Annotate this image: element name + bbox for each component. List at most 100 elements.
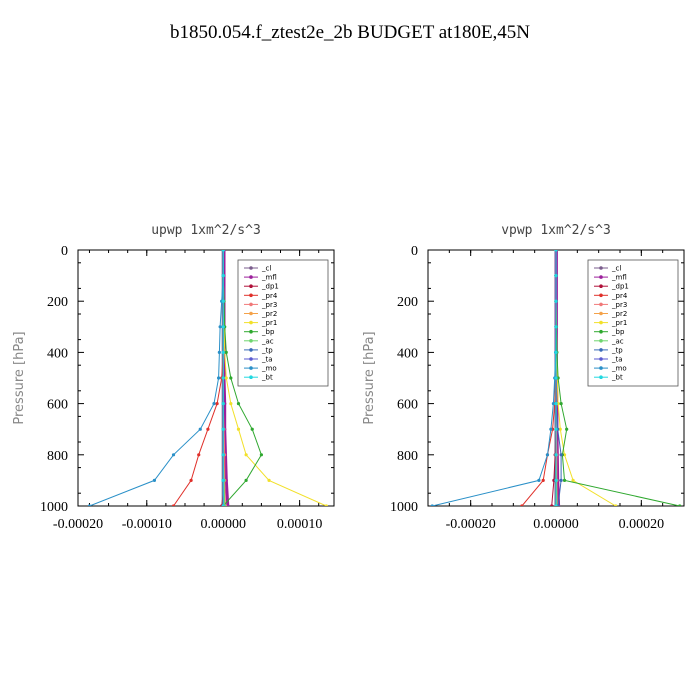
series-point-bp [236,402,241,406]
legend-entry: _pr1 [261,319,277,327]
legend-entry: _mfl [611,274,627,282]
y-tick-label: 1000 [40,500,68,515]
legend-entry: _ta [611,356,623,364]
chart-panel-upwp: upwp 1xm^2/s^3 Pressure [hPa] 0 200 400 600 80… [12,223,335,532]
legend-entry: _tp [261,346,273,354]
legend-entry: _pr4 [261,292,278,300]
x-tick-label: 0.00020 [619,517,665,532]
series-point-bp [559,402,563,406]
legend-entry: _dp1 [611,283,629,291]
legend-entry: _pr3 [261,301,277,309]
series-point-bt [554,274,558,278]
series-point-pr1 [224,376,228,380]
series-point-bt [221,350,225,354]
y-axis-label: Pressure [hPa] [362,331,377,424]
series-point-bt [554,504,558,506]
panel-title: upwp 1xm^2/s^3 [151,223,261,238]
y-tick-label: 800 [47,449,68,464]
legend-marker [249,348,253,352]
x-tick-label: 0.00000 [200,517,246,532]
series-point-pr1 [236,427,241,431]
legend-marker [599,348,603,352]
series-point-bt [221,427,225,431]
legend-entry: _tp [611,346,623,354]
legend-marker [599,302,603,307]
series-point-bp [565,427,569,431]
y-tick-label: 1000 [390,500,418,515]
legend-entry: _pr2 [611,310,627,318]
series-point-bp [244,478,248,482]
series-point-mo [551,402,556,406]
legend-entry: _mfl [261,274,277,282]
legend-marker [249,284,253,289]
legend-marker [249,329,253,334]
series-point-pr4 [189,478,193,482]
series-line-mo [89,250,224,506]
series-point-mo [218,325,222,329]
legend-marker [249,311,253,316]
y-tick-label: 200 [47,295,68,310]
series-point-bt [221,478,225,482]
legend-entry: _bp [611,328,625,336]
legend-marker [249,275,253,279]
series-point-mo [171,453,176,457]
legend-entry: _mo [261,365,277,373]
x-tick-label: -0.00010 [122,517,172,532]
plot-frame [77,249,335,507]
series-point-pr1 [244,453,248,457]
y-axis-label: Pressure [hPa] [12,331,27,424]
series-point-pr1 [614,504,618,506]
series-point-dp1 [550,504,554,506]
series-point-pr4 [215,402,219,406]
y-tick-label: 800 [397,449,418,464]
series-point-pr4 [206,427,210,431]
series-point-bt [554,402,558,406]
series-point-bt [554,427,558,431]
series-point-mo [217,350,221,354]
series-point-mo [545,453,550,457]
page-title: b1850.054.f_ztest2e_2b BUDGET at180E,45N [169,22,531,43]
legend-marker [599,275,603,279]
series-point-pr1 [229,402,233,406]
legend-entry: _ac [611,337,624,345]
legend-entry: _bt [261,374,273,382]
series-point-bt [554,325,558,329]
series-point-pr4 [171,504,176,506]
legend-entry: _pr1 [611,319,627,327]
series-point-bt [554,299,558,303]
legend-marker [249,266,253,270]
series-line-mo [432,250,557,506]
y-tick-label: 200 [397,295,418,310]
series-point-mo [430,504,434,506]
legend-marker [249,366,253,370]
series-point-pr1 [267,478,271,482]
series-point-bp [562,478,567,482]
legend-entry: _cl [261,265,271,273]
series-point-mo [212,402,216,406]
legend-marker [599,266,603,270]
series-line-pr4 [521,250,557,506]
legend-entry: _mo [611,365,627,373]
y-tick-label: 600 [397,398,418,413]
series-point-bt [554,376,558,380]
series-point-bp [259,453,264,457]
series-point-pr1 [324,504,328,506]
series-point-bt [221,325,225,329]
series-point-bt [221,402,225,406]
legend-marker [599,311,603,316]
y-tick-label: 400 [397,346,418,361]
series-point-bt [554,350,558,354]
plot-area [430,250,682,506]
series-point-mo [537,478,541,482]
series-point-bt [221,274,225,278]
chart-panel-vpwp: vpwp 1xm^2/s^3 Pressure [hPa] 0 200 400 600 80… [362,223,685,532]
series-point-bt [221,376,225,380]
series-point-mo [152,478,157,482]
legend-entry: _bt [611,374,623,382]
legend-marker [249,339,253,343]
x-tick-label: -0.00020 [446,517,496,532]
panel-title: vpwp 1xm^2/s^3 [501,223,611,238]
legend-marker [599,339,603,343]
legend-marker [599,329,603,334]
